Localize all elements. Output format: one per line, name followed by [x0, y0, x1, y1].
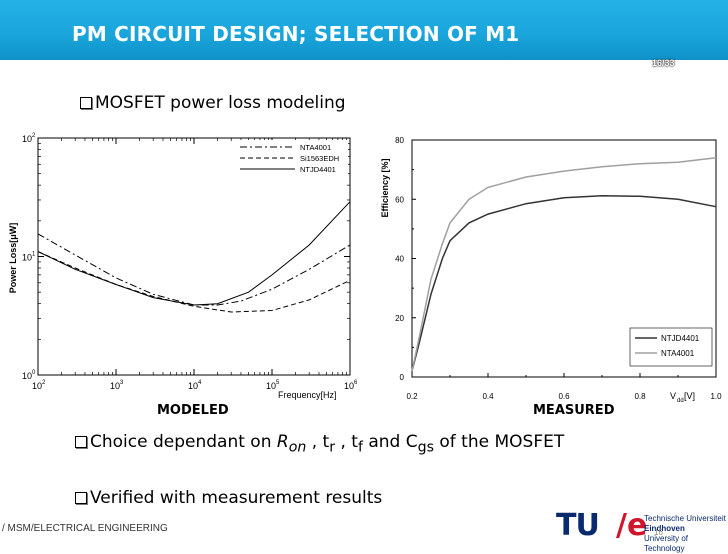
- y-tick-label: 20: [395, 314, 404, 323]
- y-tick-label: 10: [22, 134, 32, 144]
- footer-department: / MSM/ELECTRICAL ENGINEERING: [2, 523, 168, 534]
- f-subscript: f: [357, 439, 363, 456]
- efficiency-chart: 0.2 0.4 0.6 0.8 1.0 0 20 40 60 80 NTJD4401 NTA4001…: [380, 136, 722, 403]
- x-tick-label: 0.8: [634, 392, 646, 401]
- logo-tu: TU: [556, 508, 600, 543]
- title-bar: PM CIRCUIT DESIGN; SELECTION OF M1: [0, 0, 728, 60]
- on-subscript: on: [288, 439, 307, 456]
- logo-line: University of Technology: [644, 534, 689, 553]
- page-number: 16/33: [652, 58, 675, 68]
- legend-box: [629, 327, 713, 367]
- y-tick-exponent: 1: [32, 252, 36, 258]
- x-tick-label: 0.4: [482, 392, 494, 401]
- x-tick-label: 1.0: [710, 392, 722, 401]
- x-tick-label: 0.2: [406, 392, 418, 401]
- bullet-text-part: and C: [362, 432, 418, 452]
- bullet-verified: Verified with measurement results: [75, 488, 382, 508]
- x-axis-label: V: [670, 391, 676, 401]
- x-axis-label-subscript: dd: [677, 398, 684, 403]
- bullet-text-part: Choice dependant on: [90, 432, 277, 452]
- bullet-text-part: of the MOSFET: [433, 432, 565, 452]
- slide-title: PM CIRCUIT DESIGN; SELECTION OF M1: [72, 22, 520, 46]
- r-symbol: R: [276, 432, 289, 452]
- bullet-choice-dependant: Choice dependant on Ron , tr , tf and Cg…: [75, 432, 564, 455]
- logo-e: /e: [616, 508, 648, 543]
- x-axis-label: Frequency[Hz]: [278, 390, 337, 400]
- y-tick-label: 40: [395, 255, 404, 264]
- legend-label: NTA4001: [661, 349, 695, 358]
- x-tick-label: 0.6: [558, 392, 570, 401]
- checkbox-bullet-icon: [75, 492, 87, 504]
- x-tick-exponent: 4: [198, 380, 202, 386]
- x-axis-label-unit: [V]: [684, 391, 695, 401]
- x-tick-label: 10: [188, 381, 198, 391]
- x-tick-label: 10: [266, 381, 276, 391]
- y-tick-label: 0: [400, 373, 405, 382]
- y-tick-label: 10: [22, 253, 32, 263]
- logo-line: Eindhoven: [644, 524, 685, 533]
- series-line-ntjd4401: [37, 201, 351, 306]
- bullet-text: MOSFET power loss modeling: [95, 93, 346, 113]
- legend-label: NTA4001: [300, 143, 331, 152]
- x-tick-label: 10: [344, 381, 354, 391]
- series-line-ntjd4401: [411, 194, 717, 372]
- y-tick-label: 60: [395, 195, 404, 204]
- tue-logo: TU /e Technische Universiteit Eindhoven …: [556, 508, 726, 553]
- gs-subscript: gs: [417, 439, 434, 456]
- bullet-text-part: , t: [306, 432, 330, 452]
- y-tick-exponent: 2: [32, 133, 36, 139]
- y-tick-exponent: 0: [32, 370, 36, 376]
- x-tick-label: 10: [110, 381, 120, 391]
- checkbox-bullet-icon: [80, 97, 92, 109]
- x-tick-exponent: 3: [120, 380, 124, 386]
- modeled-caption: MODELED: [157, 403, 229, 418]
- x-tick-exponent: 2: [42, 380, 46, 386]
- bullet-text-part: , t: [335, 432, 358, 452]
- x-tick-exponent: 6: [354, 380, 358, 386]
- x-tick-label: 10: [32, 381, 42, 391]
- slide-number: 16: [654, 528, 663, 537]
- measured-caption: MEASURED: [533, 403, 615, 418]
- r-subscript: r: [329, 439, 336, 456]
- y-axis-label: Power Loss[μW]: [8, 223, 18, 294]
- legend-label: NTJD4401: [661, 334, 700, 343]
- legend-box: [236, 140, 348, 178]
- checkbox-bullet-icon: [75, 436, 87, 448]
- series-line-nta4001: [37, 233, 351, 306]
- y-axis-label: Efficiency [%]: [380, 158, 390, 217]
- logo-line: Technische Universiteit: [644, 514, 726, 523]
- bullet-text: Verified with measurement results: [90, 488, 383, 508]
- y-tick-label: 80: [395, 136, 404, 145]
- series-line-nta4001: [411, 157, 717, 372]
- series-line-si1563edh: [37, 251, 351, 313]
- legend-label: Si1563EDH: [300, 154, 339, 163]
- y-tick-label: 10: [22, 371, 32, 381]
- x-tick-exponent: 5: [276, 380, 280, 386]
- bullet-power-loss-modeling: MOSFET power loss modeling: [80, 93, 346, 113]
- power-loss-chart: 10 2 10 3 10 4 10 5 10 610 010 110 2 NTA4001Si1563ED…: [8, 133, 358, 400]
- legend-label: NTJD4401: [300, 165, 336, 174]
